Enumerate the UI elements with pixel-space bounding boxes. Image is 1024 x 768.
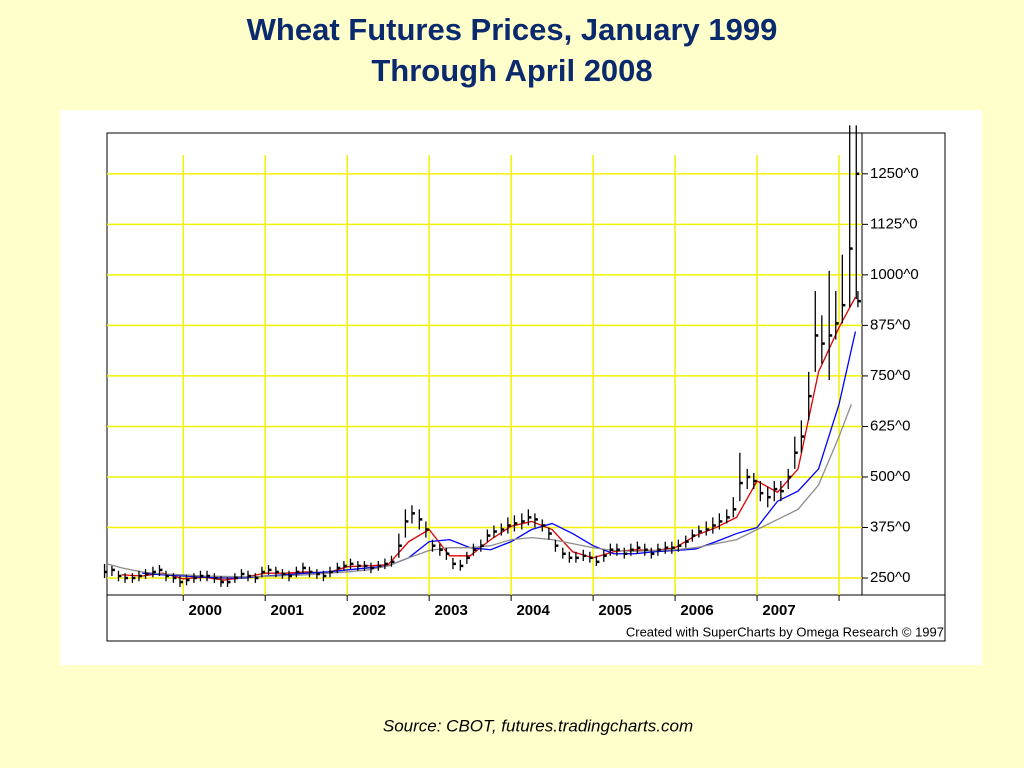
title-line: Through April 2008 (371, 53, 652, 88)
y-tick-label: 1250^0 (870, 165, 919, 182)
x-tick-label: 2004 (516, 602, 550, 619)
x-tick-label: 2005 (598, 602, 631, 619)
y-tick-label: 1000^0 (870, 266, 919, 283)
credit: Created with SuperCharts by Omega Resear… (626, 624, 944, 639)
y-tick-label: 875^0 (870, 316, 910, 333)
y-tick-label: 500^0 (870, 468, 910, 485)
y-tick-label: 250^0 (870, 569, 910, 586)
title-line: Wheat Futures Prices, January 1999 (247, 12, 778, 47)
x-tick-label: 2002 (353, 602, 386, 619)
grid: 250^0 375^0 500^0 625^0 750^0 875^0 1000^0 1125… (107, 155, 919, 619)
y-tick-label: 750^0 (870, 367, 910, 384)
y-tick-label: 1125^0 (870, 215, 918, 232)
x-tick-label: 2000 (189, 602, 222, 619)
x-tick-label: 2007 (762, 602, 795, 619)
x-tick-label: 2003 (434, 602, 467, 619)
source: Source: CBOT, futures.tradingcharts.com (383, 716, 693, 735)
y-tick-label: 375^0 (870, 518, 910, 535)
chart-frame (106, 132, 946, 642)
marks (103, 125, 861, 587)
y-tick-label: 625^0 (870, 417, 910, 434)
x-tick-label: 2001 (271, 602, 304, 619)
x-tick-label: 2006 (680, 602, 713, 619)
